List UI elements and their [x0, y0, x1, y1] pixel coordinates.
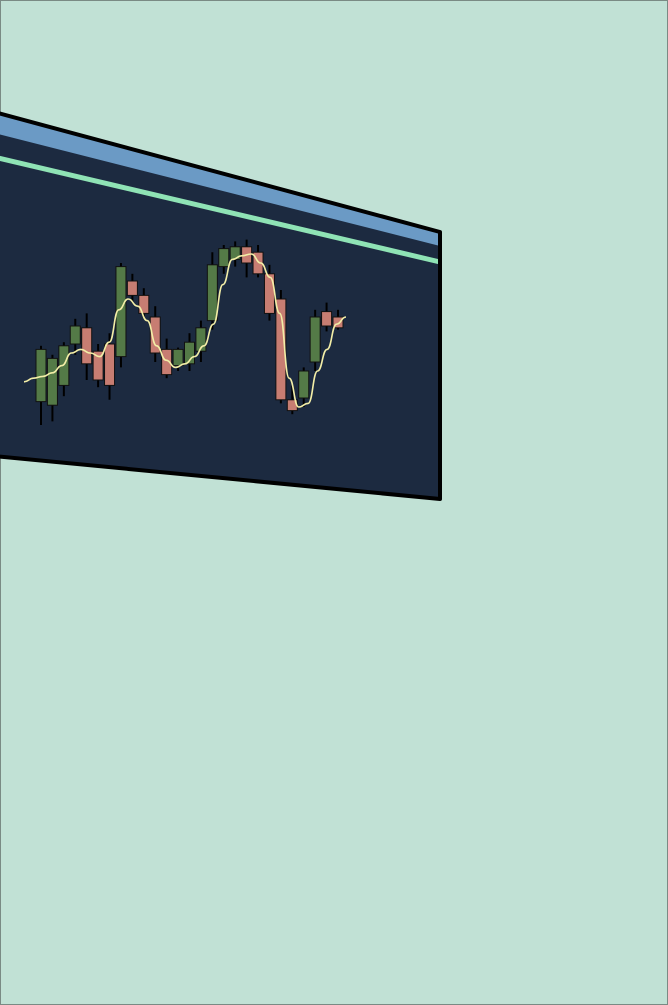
candle-body-bullish — [184, 341, 195, 365]
candle-body-bullish — [172, 348, 184, 367]
accent-line — [0, 155, 441, 265]
candle-body-bullish — [58, 345, 70, 386]
candle-25 — [309, 309, 321, 371]
candle-26 — [321, 302, 333, 332]
candle-12 — [161, 338, 173, 379]
candle-body-bearish — [263, 273, 275, 314]
panel-outline — [0, 111, 442, 501]
candle-16 — [206, 252, 218, 330]
candle-body-bearish — [161, 348, 173, 376]
candle-body-bullish — [309, 316, 321, 363]
candle-body-bullish — [69, 325, 81, 345]
candle-body-bearish — [104, 343, 116, 386]
candle-body-bullish — [218, 248, 230, 268]
candle-4 — [69, 318, 81, 355]
candle-27 — [332, 309, 344, 330]
candle-9 — [126, 273, 138, 303]
candle-22 — [275, 290, 287, 404]
candle-7 — [104, 333, 116, 400]
candle-body-bearish — [332, 316, 344, 329]
candle-6 — [92, 344, 104, 388]
candle-8 — [115, 263, 127, 368]
candle-body-bearish — [321, 311, 333, 327]
candle-17 — [218, 245, 230, 274]
candle-body-bearish — [81, 327, 93, 365]
candle-3 — [58, 342, 70, 397]
moving-average-line — [23, 253, 347, 408]
candle-body-bearish — [275, 298, 287, 401]
candle-15 — [195, 320, 207, 362]
candle-body-bullish — [298, 370, 310, 399]
header-band — [0, 113, 440, 246]
candle-body-bearish — [149, 316, 161, 354]
candle-2 — [46, 354, 58, 422]
plot-area — [23, 239, 347, 425]
candle-5 — [81, 313, 93, 380]
candle-body-bullish — [46, 357, 58, 406]
candle-body-bullish — [206, 264, 218, 322]
candle-24 — [298, 367, 310, 407]
candle-11 — [149, 306, 161, 362]
candle-body-bullish — [229, 246, 241, 260]
candle-body-bearish — [252, 251, 264, 275]
candle-14 — [184, 333, 195, 371]
candle-10 — [138, 288, 150, 317]
candle-body-bearish — [92, 350, 104, 381]
candle-body-bullish — [195, 327, 207, 352]
candle-body-bearish — [138, 294, 150, 314]
candle-body-bullish — [115, 266, 127, 358]
candle-body-bearish — [126, 280, 138, 296]
